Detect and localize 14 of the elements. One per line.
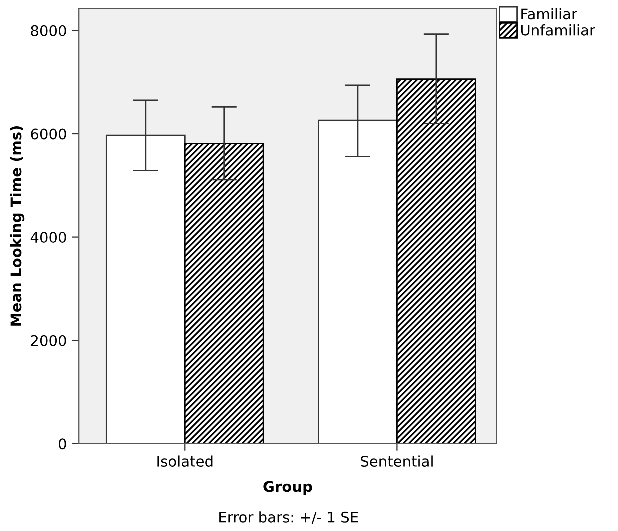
legend-label: Unfamiliar — [521, 24, 596, 36]
x-tick-label: Sentential — [361, 456, 433, 468]
y-tick-label: 0 — [58, 438, 66, 450]
y-axis-title: Mean Looking Time (ms) — [10, 126, 25, 326]
text: Error bars: +/- 1 SE — [220, 512, 358, 524]
bar — [184, 143, 264, 444]
x-axis-title: Group — [264, 481, 312, 496]
y-tick-label: 6000 — [31, 128, 66, 140]
y-tick-label: 8000 — [31, 25, 66, 36]
y-tick-label: 2000 — [31, 335, 66, 346]
y-tick-label: 4000 — [30, 232, 66, 244]
x-tick-label: Isolated — [158, 456, 213, 468]
bar — [396, 78, 476, 444]
legend-label: Familiar — [522, 8, 578, 20]
